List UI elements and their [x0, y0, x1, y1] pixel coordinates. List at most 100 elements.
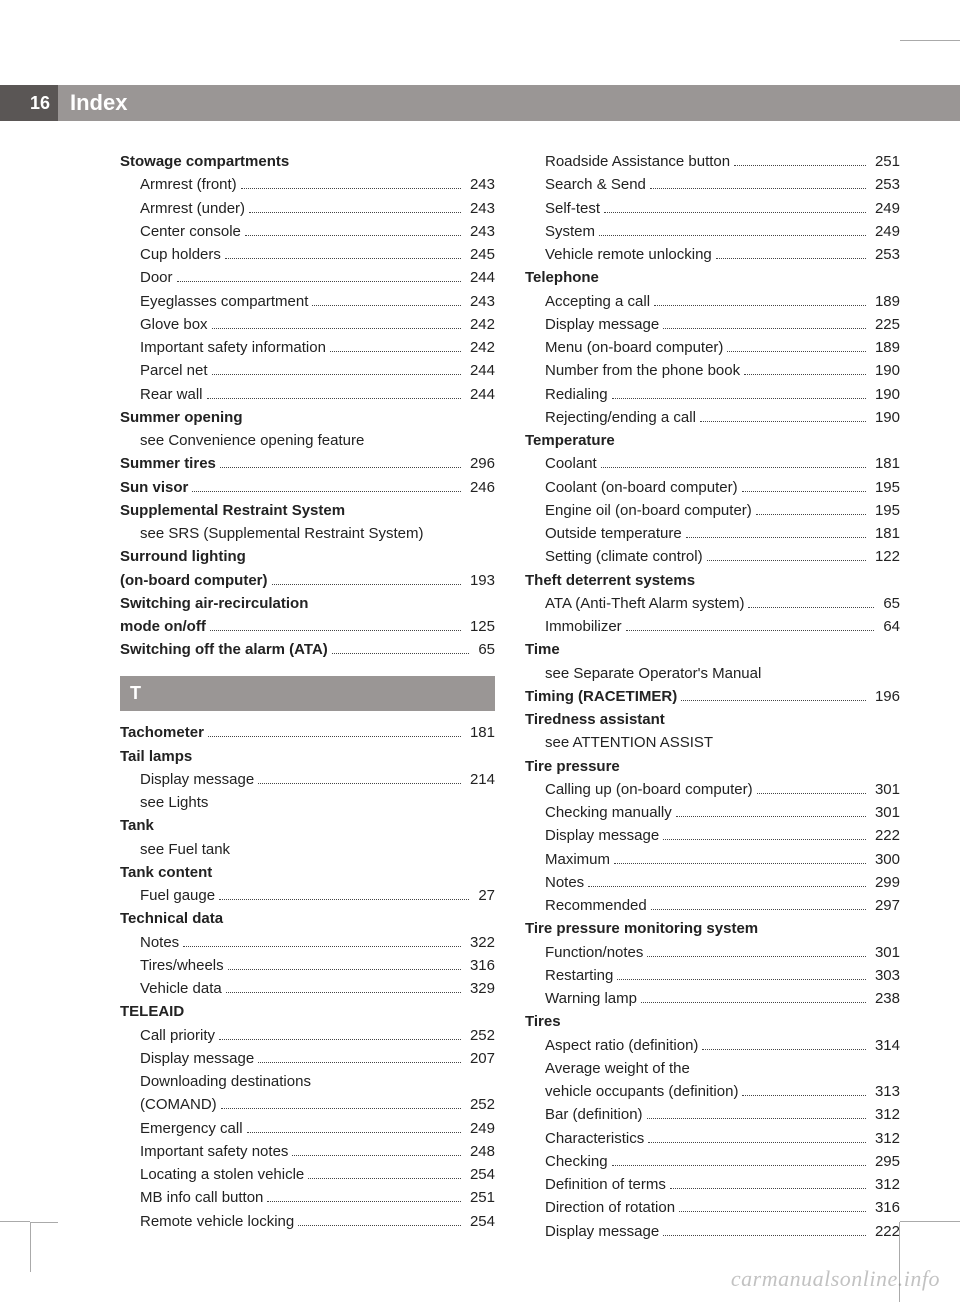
leader-dots [292, 1142, 461, 1156]
index-entry-label: Important safety notes [140, 1140, 288, 1163]
index-entry-label: Checking manually [545, 801, 672, 824]
index-subentry: Accepting a call189 [525, 290, 900, 313]
page-ref: 316 [871, 1196, 900, 1219]
header-bar: 16 Index [0, 85, 960, 121]
index-entry-label: Important safety information [140, 336, 326, 359]
index-entry-label: Tachometer [120, 721, 204, 744]
index-heading: Time [525, 638, 900, 661]
see-reference: see ATTENTION ASSIST [545, 731, 900, 754]
page-ref: 249 [871, 197, 900, 220]
index-heading: Tank content [120, 861, 495, 884]
index-entry-label: Display message [140, 1047, 254, 1070]
leader-dots [245, 222, 461, 236]
index-heading: Tiredness assistant [525, 708, 900, 731]
index-entry-label: Vehicle remote unlocking [545, 243, 712, 266]
page-ref: 249 [871, 220, 900, 243]
page-ref: 242 [466, 336, 495, 359]
leader-dots [192, 478, 461, 492]
page-ref: 252 [466, 1024, 495, 1047]
leader-dots [626, 618, 875, 632]
index-entry-label: Bar (definition) [545, 1103, 643, 1126]
index-entry-label: Remote vehicle locking [140, 1210, 294, 1233]
index-heading: Tank [120, 814, 495, 837]
index-subentry: Armrest (front)243 [120, 173, 495, 196]
index-subentry: Aspect ratio (definition)314 [525, 1034, 900, 1057]
leader-dots [654, 292, 866, 306]
index-subentry: Calling up (on-board computer)301 [525, 778, 900, 801]
page: 16 Index Stowage compartmentsArmrest (fr… [0, 0, 960, 1302]
page-ref: 312 [871, 1127, 900, 1150]
page-ref: 181 [871, 522, 900, 545]
index-entry-label: Fuel gauge [140, 884, 215, 907]
page-ref: 246 [466, 476, 495, 499]
leader-dots [647, 1106, 866, 1120]
page-ref: 27 [474, 884, 495, 907]
index-subentry: Vehicle data329 [120, 977, 495, 1000]
index-entry-label: (on-board computer) [120, 569, 268, 592]
leader-dots [220, 455, 461, 469]
index-entry-label: Tires/wheels [140, 954, 224, 977]
index-subentry: Coolant (on-board computer)195 [525, 476, 900, 499]
index-subentry: Coolant181 [525, 452, 900, 475]
page-ref: 243 [466, 220, 495, 243]
page-ref: 244 [466, 266, 495, 289]
leader-dots [756, 501, 866, 515]
leader-dots [267, 1189, 461, 1203]
index-heading: Temperature [525, 429, 900, 452]
page-ref: 252 [466, 1093, 495, 1116]
index-heading: Surround lighting [120, 545, 495, 568]
crop-mark [30, 1222, 58, 1272]
index-subentry: Glove box242 [120, 313, 495, 336]
index-subentry: Display message214 [120, 768, 495, 791]
index-entry-label: Display message [545, 313, 659, 336]
index-heading: Tire pressure monitoring system [525, 917, 900, 940]
page-number: 16 [0, 85, 58, 121]
index-subentry: Display message222 [525, 824, 900, 847]
page-ref: 193 [466, 569, 495, 592]
page-ref: 313 [871, 1080, 900, 1103]
index-entry-label: (COMAND) [140, 1093, 217, 1116]
index-entry-label: Immobilizer [545, 615, 622, 638]
index-subentry: Armrest (under)243 [120, 197, 495, 220]
index-entry-label: ATA (Anti-Theft Alarm system) [545, 592, 744, 615]
leader-dots [212, 315, 461, 329]
leader-dots [686, 525, 866, 539]
index-subentry: Rejecting/ending a call190 [525, 406, 900, 429]
watermark: carmanualsonline.info [731, 1266, 940, 1292]
leader-dots [716, 246, 866, 260]
leader-dots [612, 1152, 866, 1166]
page-ref: 244 [466, 383, 495, 406]
index-heading-row: Timing (RACETIMER)196 [525, 685, 900, 708]
index-entry-label: Outside temperature [545, 522, 682, 545]
index-entry-label: Setting (climate control) [545, 545, 703, 568]
see-reference: see Separate Operator's Manual [545, 662, 900, 685]
index-entry-label: Rear wall [140, 383, 203, 406]
leader-dots [663, 1222, 866, 1236]
index-subentry: Average weight of the [525, 1057, 900, 1080]
index-subentry: Remote vehicle locking254 [120, 1210, 495, 1233]
page-ref: 303 [871, 964, 900, 987]
page-ref: 312 [871, 1103, 900, 1126]
page-ref: 181 [871, 452, 900, 475]
index-entry-label: mode on/off [120, 615, 206, 638]
index-entry-label: Eyeglasses compartment [140, 290, 308, 313]
index-entry-label: System [545, 220, 595, 243]
index-subentry: Important safety information 242 [120, 336, 495, 359]
see-reference: see Convenience opening feature [140, 429, 495, 452]
leader-dots [312, 292, 461, 306]
index-heading-row: Switching off the alarm (ATA)65 [120, 638, 495, 661]
index-entry-label: Maximum [545, 848, 610, 871]
leader-dots [707, 548, 866, 562]
index-entry-label: Coolant (on-board computer) [545, 476, 738, 499]
page-ref: 242 [466, 313, 495, 336]
index-subentry: Checking manually301 [525, 801, 900, 824]
index-subentry: Locating a stolen vehicle254 [120, 1163, 495, 1186]
see-reference: see Lights [140, 791, 495, 814]
index-entry-label: Summer tires [120, 452, 216, 475]
index-subentry: Tires/wheels316 [120, 954, 495, 977]
index-subentry: vehicle occupants (definition)313 [525, 1080, 900, 1103]
index-subentry: Rear wall 244 [120, 383, 495, 406]
leader-dots [272, 571, 461, 585]
leader-dots [249, 199, 461, 213]
index-heading-row: mode on/off125 [120, 615, 495, 638]
